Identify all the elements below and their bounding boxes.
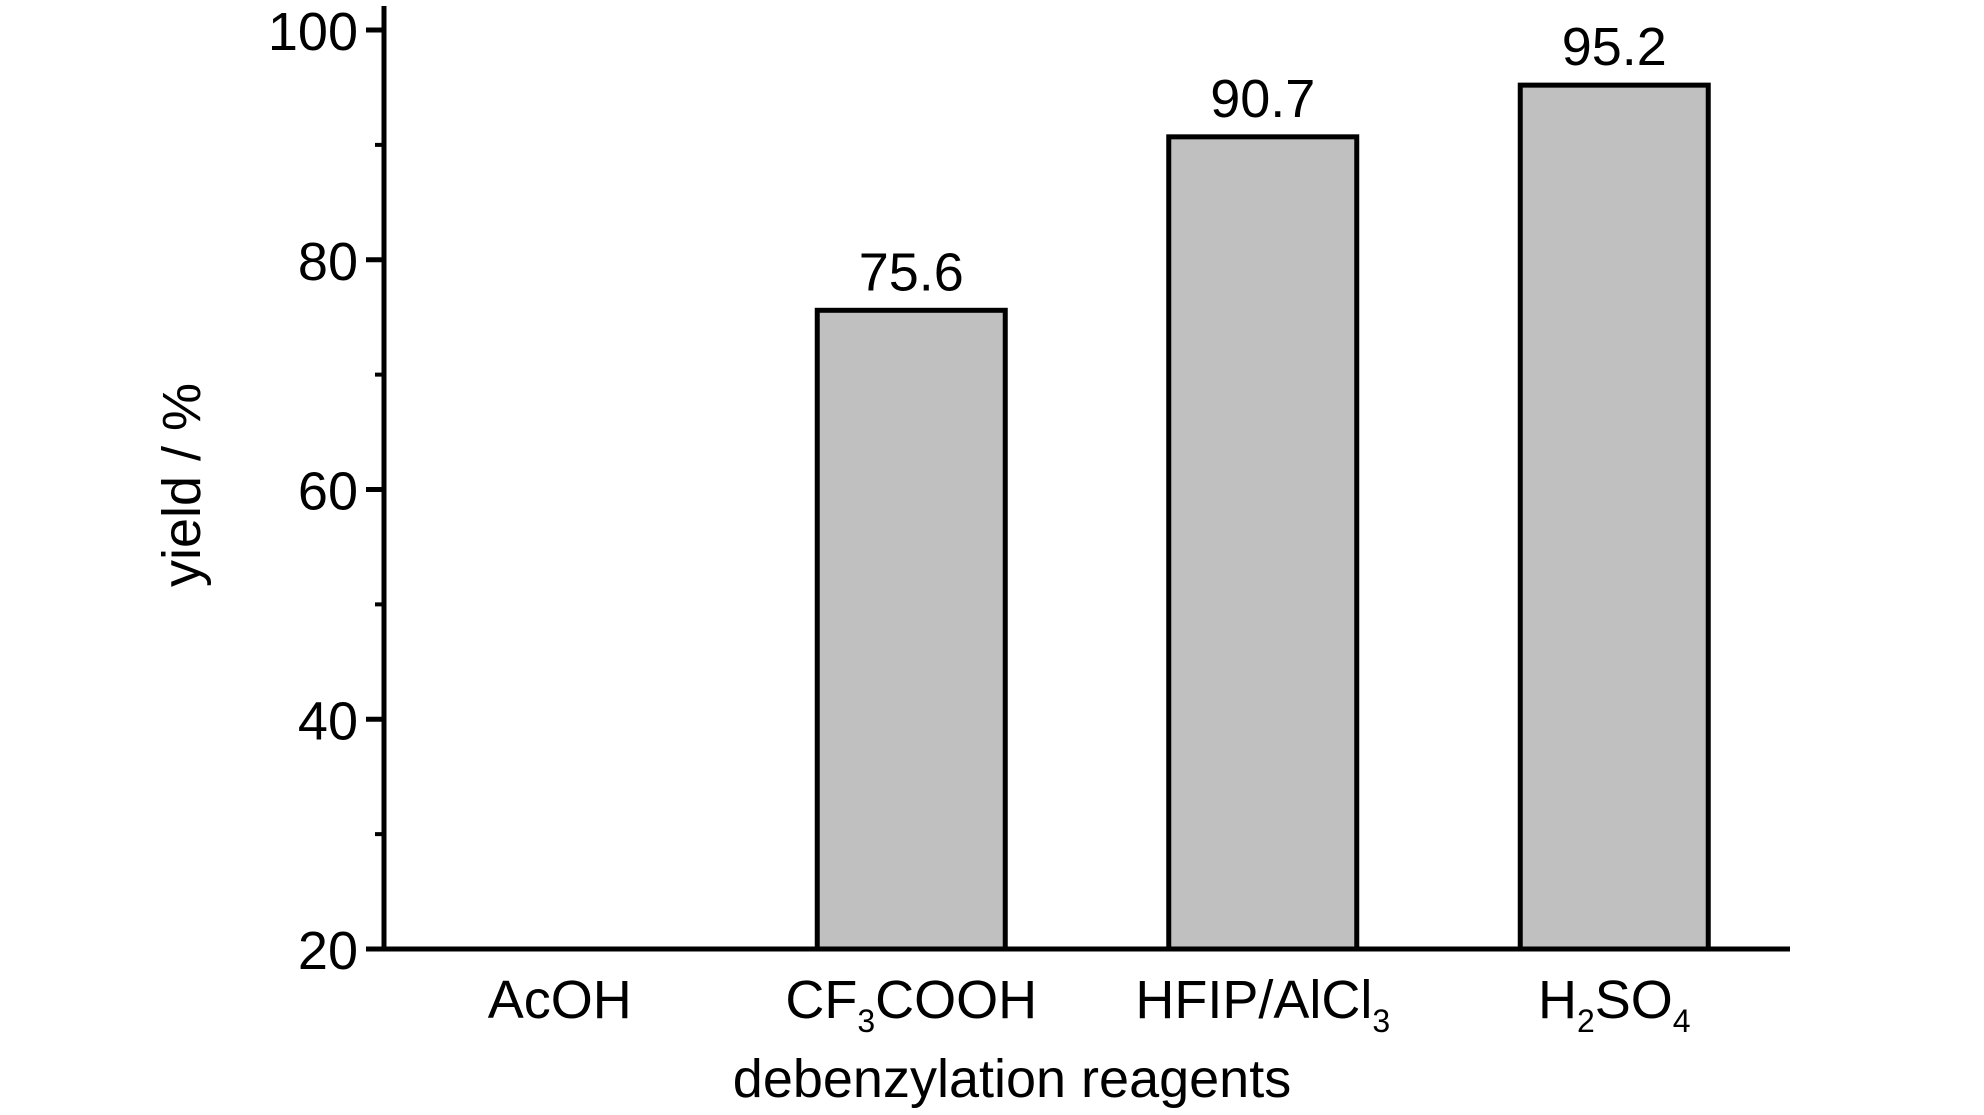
x-tick-label: CF3COOH bbox=[785, 970, 1037, 1039]
axes-layer bbox=[366, 6, 1790, 952]
y-axis-title: yield / % bbox=[152, 383, 212, 587]
x-tick-label: AcOH bbox=[488, 970, 632, 1030]
bar bbox=[1166, 134, 1360, 952]
bar-value-label: 95.2 bbox=[1562, 17, 1667, 77]
bar-value-label: 90.7 bbox=[1210, 69, 1315, 129]
labels-layer: AcOH 75.6 CF3COOH 90.7 HFIP/AlCl3 95.2 H2SO4 20… bbox=[268, 2, 1691, 1039]
y-tick-label: 60 bbox=[298, 462, 358, 522]
bar-value-label: 75.6 bbox=[859, 242, 964, 302]
y-tick-label: 20 bbox=[298, 921, 358, 981]
y-tick-label: 80 bbox=[298, 232, 358, 292]
y-tick-label: 40 bbox=[298, 691, 358, 751]
y-tick-label: 100 bbox=[268, 2, 358, 62]
bars-layer bbox=[465, 82, 1711, 952]
x-tick-label: H2SO4 bbox=[1538, 970, 1691, 1039]
bar bbox=[814, 307, 1008, 952]
bar bbox=[1517, 82, 1711, 952]
x-axis-title: debenzylation reagents bbox=[733, 1049, 1291, 1109]
x-tick-label: HFIP/AlCl3 bbox=[1135, 970, 1390, 1039]
